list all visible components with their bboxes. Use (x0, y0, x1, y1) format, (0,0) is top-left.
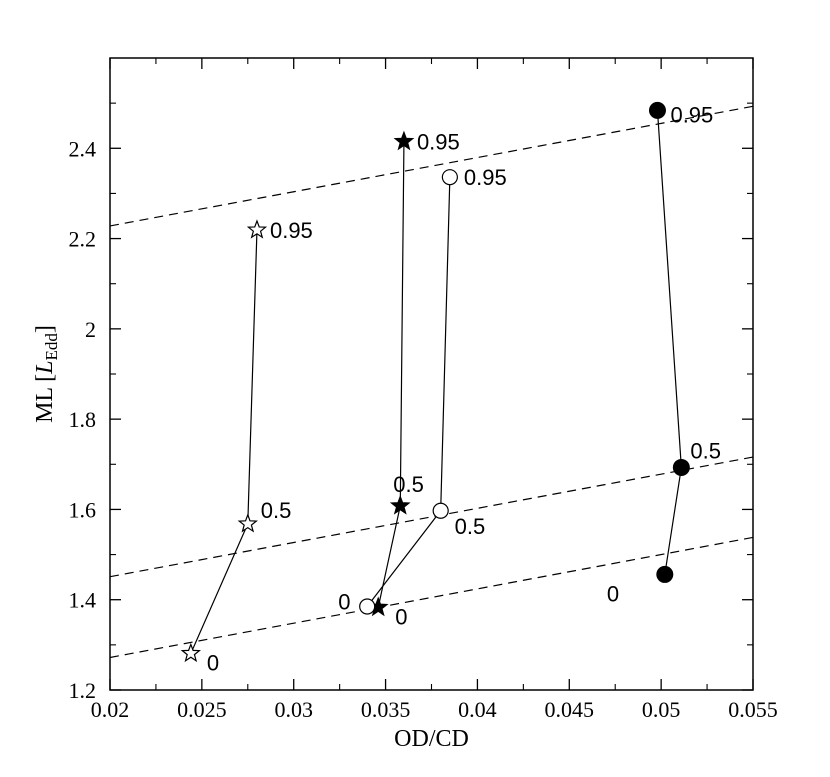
open-star-marker (237, 513, 258, 533)
x-tick-label: 0.035 (361, 697, 411, 722)
open-star-marker (246, 219, 268, 239)
point-labels: 0 0.5 0.95 0 0.5 0.95 0 0.5 0.95 0 0.5 0.95 (207, 102, 721, 675)
filled-star-marker (393, 130, 415, 151)
y-axis-label-prefix: ML [ (32, 374, 58, 423)
series-3-line (366, 177, 451, 607)
y-axis-label: ML [LEdd] (32, 325, 61, 423)
point-label-filled-star: 0.95 (417, 130, 460, 155)
point-label-open-star: 0.5 (261, 498, 292, 523)
open-circle-marker (441, 169, 458, 186)
y-axis-label-subscript: Edd (42, 333, 61, 361)
reference-line-2 (110, 456, 753, 578)
y-tick-label: 2 (85, 317, 96, 342)
series-connectors (190, 110, 682, 654)
axis-ticks (109, 58, 754, 691)
y-tick-label: 2.4 (69, 136, 97, 161)
open-circle-marker (432, 502, 449, 519)
open-star-marker (180, 642, 202, 663)
reference-lines (110, 105, 753, 659)
series-4-line (656, 110, 682, 575)
x-tick-label: 0.025 (177, 697, 227, 722)
y-axis-label-suffix: ] (32, 325, 58, 333)
filled-circle-marker (648, 101, 666, 119)
x-tick-label: 0.05 (642, 697, 681, 722)
point-label-open-star: 0.95 (270, 218, 313, 243)
data-markers (180, 101, 690, 663)
x-tick-label: 0.04 (458, 697, 497, 722)
point-label-filled-circle: 0.95 (670, 102, 713, 127)
point-label-open-circle: 0.5 (455, 514, 486, 539)
point-label-open-circle: 0 (338, 589, 350, 614)
x-tick-label: 0.045 (545, 697, 595, 722)
x-tick-label: 0.02 (91, 697, 130, 722)
open-circle-marker (359, 598, 376, 615)
point-label-filled-circle: 0 (607, 581, 619, 606)
y-axis-label-symbol: L (32, 360, 58, 374)
axis-tick-labels: 0.02 0.025 0.03 0.035 0.04 0.045 0.05 0.055 1.2 1… (69, 136, 778, 722)
point-label-open-star: 0 (207, 650, 219, 675)
filled-circle-marker (656, 565, 674, 583)
y-tick-label: 2.2 (69, 227, 97, 252)
point-label-filled-star: 0.5 (393, 472, 424, 497)
x-axis-label: OD/CD (394, 726, 469, 752)
reference-line-1 (110, 105, 753, 227)
x-tick-label: 0.055 (728, 697, 778, 722)
point-label-filled-circle: 0.5 (690, 438, 721, 463)
point-label-filled-star: 0 (395, 604, 407, 629)
y-tick-label: 1.8 (69, 407, 97, 432)
filled-circle-marker (672, 458, 690, 476)
y-tick-label: 1.2 (69, 678, 97, 703)
series-2-line (377, 141, 405, 608)
x-tick-label: 0.03 (274, 697, 313, 722)
series-1-line (190, 229, 258, 654)
filled-star-marker (389, 494, 411, 515)
reference-line-3 (110, 536, 753, 659)
point-label-open-circle: 0.95 (464, 165, 507, 190)
y-tick-label: 1.6 (69, 497, 97, 522)
y-tick-label: 1.4 (69, 588, 97, 613)
